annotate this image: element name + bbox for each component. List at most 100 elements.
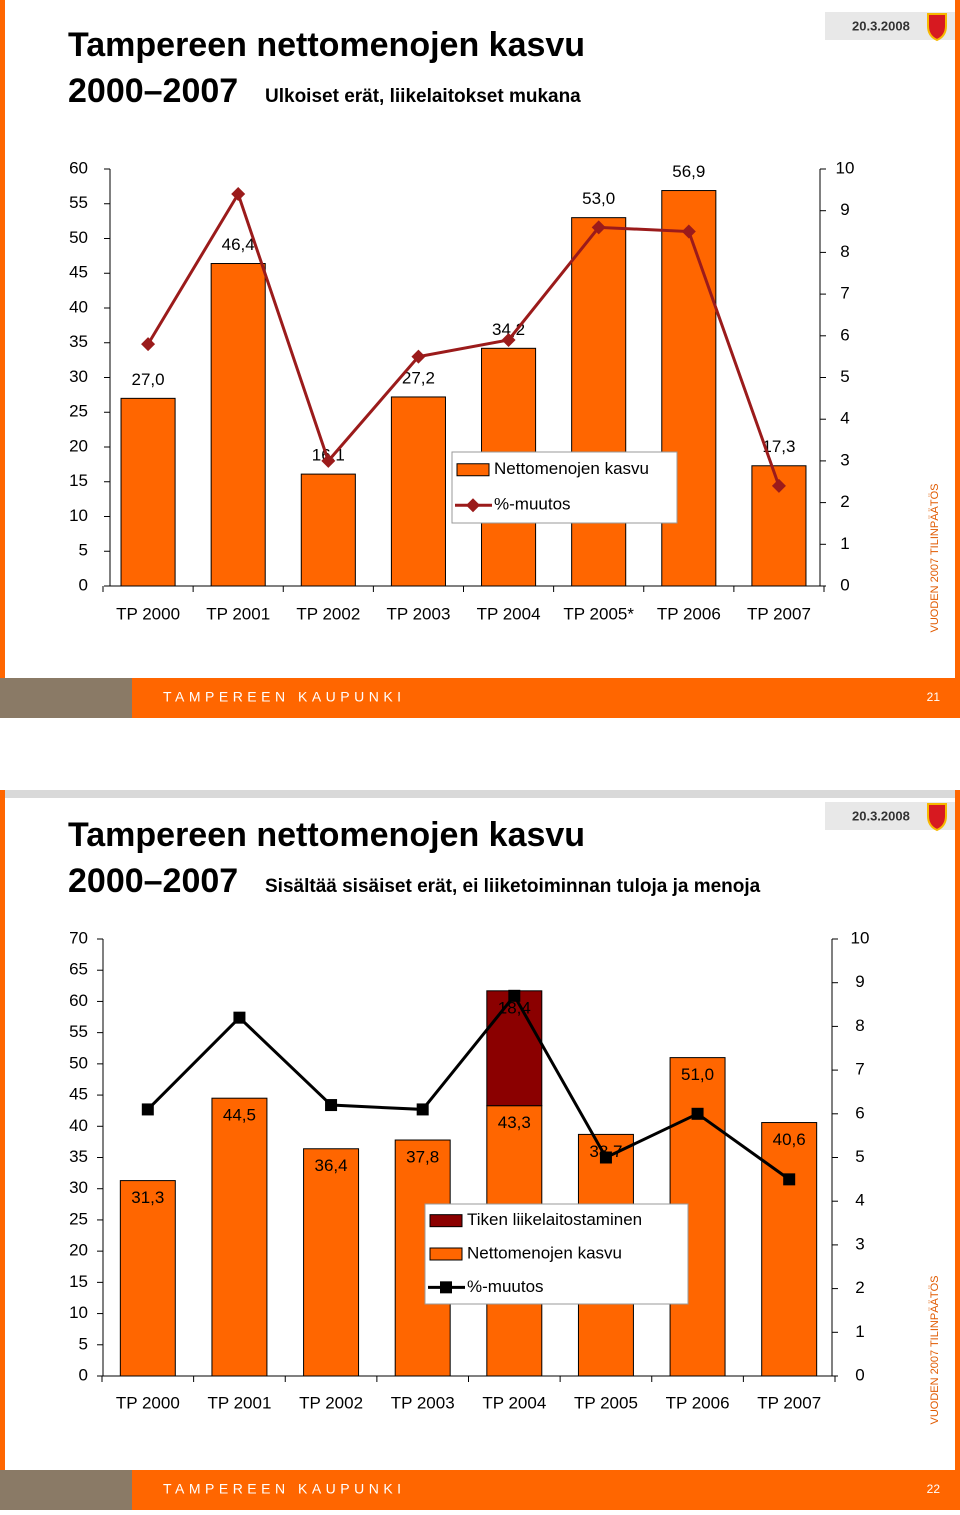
line-marker	[599, 1151, 612, 1164]
line-marker	[233, 1011, 246, 1024]
slide-right-edge	[955, 0, 960, 718]
bar	[211, 1097, 268, 1377]
line-marker	[321, 453, 336, 468]
y-tick-label: 50	[69, 228, 88, 247]
data-label: 34,2	[492, 320, 525, 339]
y-tick-label: 60	[69, 991, 88, 1010]
logo	[927, 803, 947, 832]
y-tick-label: 70	[69, 928, 88, 947]
bar	[661, 190, 717, 587]
y-tick-label: 20	[69, 1241, 88, 1260]
legend-marker	[440, 1281, 452, 1294]
x-tick-label: TP 2000	[116, 604, 180, 623]
x-tick-label: TP 2002	[296, 604, 360, 623]
logo	[927, 13, 947, 42]
line-marker	[141, 337, 156, 352]
y2-tick-label: 3	[840, 450, 849, 469]
slide-right-edge	[955, 790, 960, 1510]
x-tick-label: TP 2000	[116, 1393, 180, 1412]
y-tick-label: 0	[79, 1365, 88, 1384]
x-tick-label: TP 2004	[477, 604, 541, 623]
bar	[761, 1122, 818, 1377]
y-tick-label: 5	[79, 541, 88, 560]
footer-photo	[0, 678, 132, 718]
data-label: 27,2	[402, 368, 435, 387]
line-marker	[231, 187, 246, 202]
line-marker	[681, 224, 696, 239]
legend-label: %-muutos	[494, 495, 571, 514]
y-tick-label: 60	[69, 158, 88, 177]
y2-tick-label: 2	[840, 492, 849, 511]
y-tick-label: 5	[79, 1334, 88, 1353]
line-series	[146, 993, 791, 1181]
y-tick-label: 10	[69, 1303, 88, 1322]
bar	[303, 1148, 360, 1377]
y2-tick-label: 8	[840, 242, 849, 261]
y-tick-label: 45	[69, 1085, 88, 1104]
y-tick-label: 50	[69, 1053, 88, 1072]
y2-tick-label: 0	[855, 1365, 864, 1384]
bar	[390, 396, 446, 587]
data-label: 44,5	[223, 1106, 256, 1125]
data-label: 36,4	[315, 1156, 348, 1175]
data-label: 51,0	[681, 1065, 714, 1084]
line-marker	[411, 349, 426, 364]
y-tick-label: 55	[69, 1022, 88, 1041]
y-tick-label: 10	[69, 506, 88, 525]
y2-tick-label: 4	[840, 409, 849, 428]
y-tick-label: 30	[69, 367, 88, 386]
footer-bar	[0, 678, 960, 718]
y-tick-label: 15	[69, 1272, 88, 1291]
x-tick-label: TP 2007	[757, 1393, 821, 1412]
y2-tick-label: 2	[855, 1278, 864, 1297]
y2-tick-label: 9	[840, 200, 849, 219]
footer-text: TAMPEREEN KAUPUNKI	[163, 1481, 406, 1497]
x-tick-label: TP 2004	[482, 1393, 546, 1412]
data-label: 17,3	[762, 437, 795, 456]
legend-swatch	[456, 463, 490, 477]
line-marker	[691, 1107, 704, 1120]
y2-tick-label: 8	[855, 1016, 864, 1035]
x-tick-label: TP 2003	[391, 1393, 455, 1412]
side-label: VUODEN 2007 TILINPÄÄTÖS	[929, 484, 941, 633]
y-tick-label: 55	[69, 193, 88, 212]
slide-years: 2000–2007	[68, 862, 238, 900]
y2-tick-label: 1	[840, 534, 849, 553]
y2-tick-label: 7	[840, 284, 849, 303]
y2-tick-label: 4	[855, 1191, 864, 1210]
y-tick-label: 35	[69, 332, 88, 351]
y2-tick-label: 6	[840, 325, 849, 344]
legend-label: Nettomenojen kasvu	[494, 459, 649, 478]
line-marker	[771, 478, 786, 493]
legend-label: %-muutos	[467, 1277, 544, 1296]
data-label: 46,4	[222, 235, 255, 254]
footer-photo	[0, 1470, 132, 1510]
line-marker	[141, 1103, 154, 1116]
data-label: 53,0	[582, 189, 615, 208]
legend-marker	[466, 498, 480, 513]
line-marker	[416, 1103, 429, 1116]
y-tick-label: 0	[79, 575, 88, 594]
legend-swatch	[429, 1247, 463, 1261]
x-tick-label: TP 2001	[206, 604, 270, 623]
line-marker	[508, 989, 521, 1002]
y-tick-label: 35	[69, 1147, 88, 1166]
side-label: VUODEN 2007 TILINPÄÄTÖS	[929, 1276, 941, 1425]
y2-tick-label: 10	[851, 928, 870, 947]
y2-tick-label: 5	[840, 367, 849, 386]
y-tick-label: 65	[69, 960, 88, 979]
date: 20.3.2008	[852, 18, 910, 33]
data-label: 40,6	[773, 1130, 806, 1149]
footer-bar	[0, 1470, 960, 1510]
slide-top-band	[0, 790, 960, 798]
y-tick-label: 25	[69, 402, 88, 421]
y-tick-label: 40	[69, 1116, 88, 1135]
slide-subtitle: Sisältää sisäiset erät, ei liiketoiminna…	[265, 876, 761, 897]
x-tick-label: TP 2003	[386, 604, 450, 623]
x-tick-label: TP 2002	[299, 1393, 363, 1412]
y2-tick-label: 5	[855, 1147, 864, 1166]
x-tick-label: TP 2001	[207, 1393, 271, 1412]
legend-label: Tiken liikelaitostaminen	[467, 1210, 642, 1229]
footer-text: TAMPEREEN KAUPUNKI	[163, 689, 406, 705]
